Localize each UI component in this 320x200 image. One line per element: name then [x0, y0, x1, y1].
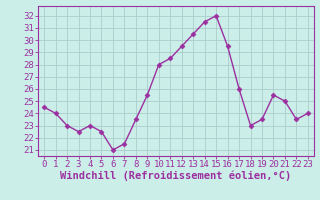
X-axis label: Windchill (Refroidissement éolien,°C): Windchill (Refroidissement éolien,°C): [60, 171, 292, 181]
